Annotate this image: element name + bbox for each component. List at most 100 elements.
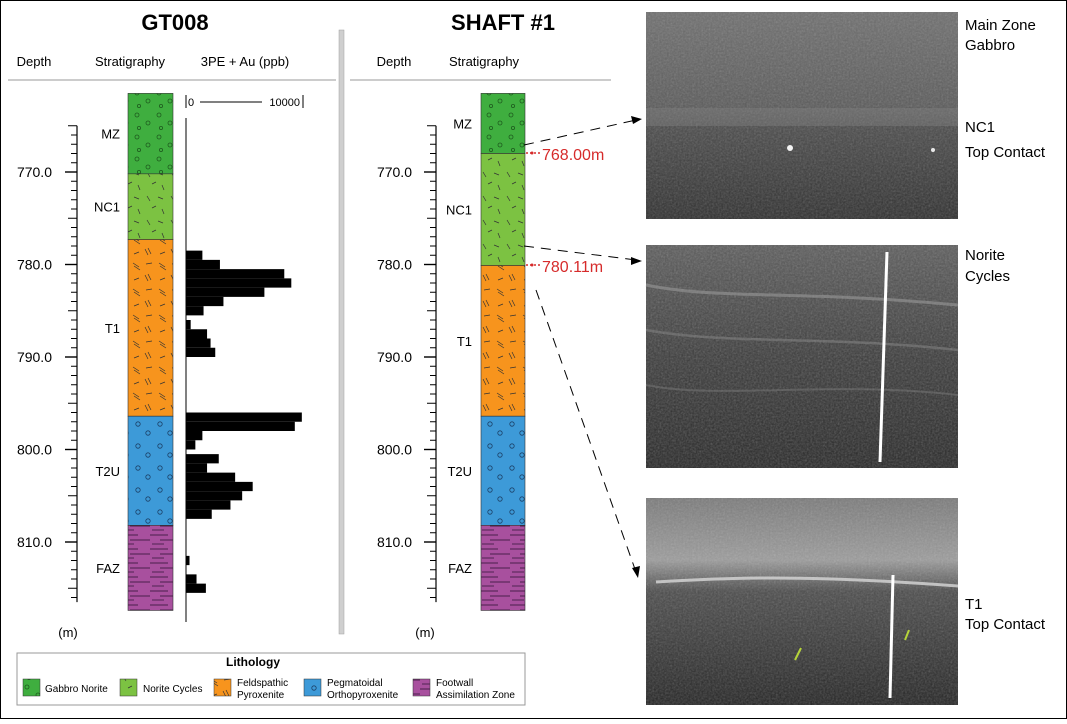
arrow-to-photo-3 xyxy=(535,289,637,573)
assay-bar xyxy=(186,509,212,519)
shaft-unit-label: FAZ xyxy=(448,561,472,576)
assay-bar xyxy=(186,454,219,464)
assay-bar xyxy=(186,583,206,593)
assay-bar xyxy=(186,440,196,450)
assay-scale-max: 10000 xyxy=(269,97,300,109)
shaft-depth-axis: 770.0 780.0 790.0 800.0 810.0 xyxy=(377,125,437,603)
shaft-unit-label: (m) xyxy=(415,625,435,640)
legend-label-footwall-2: Assimilation Zone xyxy=(436,690,515,701)
lithology-legend: Lithology Gabbro Norite Norite Cycles Fe… xyxy=(16,652,526,706)
assay-bar xyxy=(186,320,191,330)
shaft-stratigraphy-header: Stratigraphy xyxy=(449,54,520,69)
arrowhead-2 xyxy=(631,257,642,265)
legend-swatch-feldspathic xyxy=(213,678,232,697)
assay-scale-min: 0 xyxy=(188,97,194,109)
caption-nc1: NC1 xyxy=(965,119,995,136)
gt008-unit-nc1 xyxy=(127,173,174,240)
shaft-unit-t2u xyxy=(480,415,526,526)
gt008-depth-label: 810.0 xyxy=(17,534,52,550)
assay-bar xyxy=(186,555,190,566)
assay-bar xyxy=(186,463,208,473)
assay-bar xyxy=(186,278,292,288)
gt008-depth-label: 800.0 xyxy=(17,442,52,458)
legend-label-feldspathic: Feldspathic xyxy=(237,678,288,689)
shaft-unit-label: T2U xyxy=(447,464,472,479)
arrowhead-3 xyxy=(632,566,640,578)
photo-captions: Main Zone Gabbro NC1 Top Contact Norite … xyxy=(965,17,1046,633)
assay-bar xyxy=(186,574,197,584)
caption-t1-top-contact: Top Contact xyxy=(965,616,1046,633)
legend-title: Lithology xyxy=(226,655,280,669)
shaft-unit-nc1 xyxy=(480,153,526,266)
shaft-depth-label: 810.0 xyxy=(377,534,412,550)
arrow-to-photo-2 xyxy=(523,245,637,261)
gt008-unit-t1 xyxy=(127,239,174,417)
caption-cycles: Cycles xyxy=(965,268,1010,285)
arrowhead-1 xyxy=(631,116,642,124)
assay-bar xyxy=(186,431,203,441)
assay-bar xyxy=(186,287,265,297)
gt008-assay-header: 3PE + Au (ppb) xyxy=(201,54,290,69)
gt008-unit-label: FAZ xyxy=(96,561,120,576)
contact-780-label: 780.11m xyxy=(542,259,603,276)
legend-label-gabbro: Gabbro Norite xyxy=(45,684,108,695)
legend-swatch-pegmatoidal xyxy=(303,678,322,697)
caption-t1: T1 xyxy=(965,596,983,613)
shaft-unit-t1 xyxy=(480,265,526,417)
gt008-strat-column: MZ NC1 T1 T2U FAZ xyxy=(94,93,174,611)
shaft-depth-label: 800.0 xyxy=(377,442,412,458)
shaft-depth-label: 790.0 xyxy=(377,349,412,365)
contact-768: 768.00m xyxy=(526,147,604,164)
photo-3 xyxy=(646,498,959,705)
legend-swatch-norite xyxy=(119,678,138,697)
shaft-unit-label: NC1 xyxy=(446,203,472,218)
assay-bar xyxy=(186,412,302,422)
arrow-to-photo-1 xyxy=(523,119,637,146)
assay-bar xyxy=(186,269,285,279)
gt008-unit-t2u xyxy=(127,415,174,526)
assay-bar xyxy=(186,500,231,510)
assay-bar xyxy=(186,421,295,431)
gt008-stratigraphy-header: Stratigraphy xyxy=(95,54,166,69)
gt008-depth-header: Depth xyxy=(17,54,52,69)
gt008-unit-label: (m) xyxy=(58,625,78,640)
gt008-unit-label: MZ xyxy=(101,127,120,142)
panel-divider xyxy=(338,29,345,635)
legend-swatch-footwall xyxy=(412,678,431,697)
shaft-unit-mz xyxy=(480,93,526,154)
gt008-depth-label: 780.0 xyxy=(17,257,52,273)
gt008-unit-label: T2U xyxy=(95,464,120,479)
gt008-unit-faz xyxy=(127,525,174,611)
assay-bar xyxy=(186,481,253,492)
shaft-depth-header: Depth xyxy=(377,54,412,69)
gt008-unit-mz xyxy=(127,93,174,175)
assay-bar xyxy=(186,306,204,316)
assay-bars xyxy=(186,250,302,593)
assay-bar xyxy=(186,338,211,348)
shaft-depth-label: 780.0 xyxy=(377,257,412,273)
assay-scale: 0 10000 xyxy=(185,95,304,109)
photo-2 xyxy=(645,245,959,468)
gt008-unit-label: T1 xyxy=(105,321,120,336)
gt008-depth-axis: 770.0 780.0 790.0 800.0 810.0 xyxy=(17,125,78,603)
caption-norite: Norite xyxy=(965,247,1005,264)
legend-swatch-gabbro xyxy=(22,678,41,697)
shaft-unit-faz xyxy=(480,525,526,611)
assay-bar xyxy=(186,296,224,307)
shaft-strat-column: MZ NC1 T1 T2U FAZ xyxy=(446,93,526,611)
gt008-depth-label: 770.0 xyxy=(17,164,52,180)
shaft-panel: SHAFT #1 Depth Stratigraphy 770.0 780.0 79… xyxy=(350,10,642,640)
assay-bar xyxy=(186,329,208,339)
gt008-title: GT008 xyxy=(141,10,208,35)
legend-label-pegmatoidal-2: Orthopyroxenite xyxy=(327,690,399,701)
photo-arrowheads xyxy=(631,116,642,578)
assay-bar xyxy=(186,259,220,270)
legend-label-pegmatoidal: Pegmatoidal xyxy=(327,678,383,689)
contact-780: 780.11m xyxy=(526,259,603,276)
photo-1 xyxy=(646,12,958,219)
legend-label-norite: Norite Cycles xyxy=(143,684,202,695)
shaft-depth-label: 770.0 xyxy=(377,164,412,180)
caption-gabbro: Gabbro xyxy=(965,37,1015,54)
shaft-unit-label: T1 xyxy=(457,334,472,349)
